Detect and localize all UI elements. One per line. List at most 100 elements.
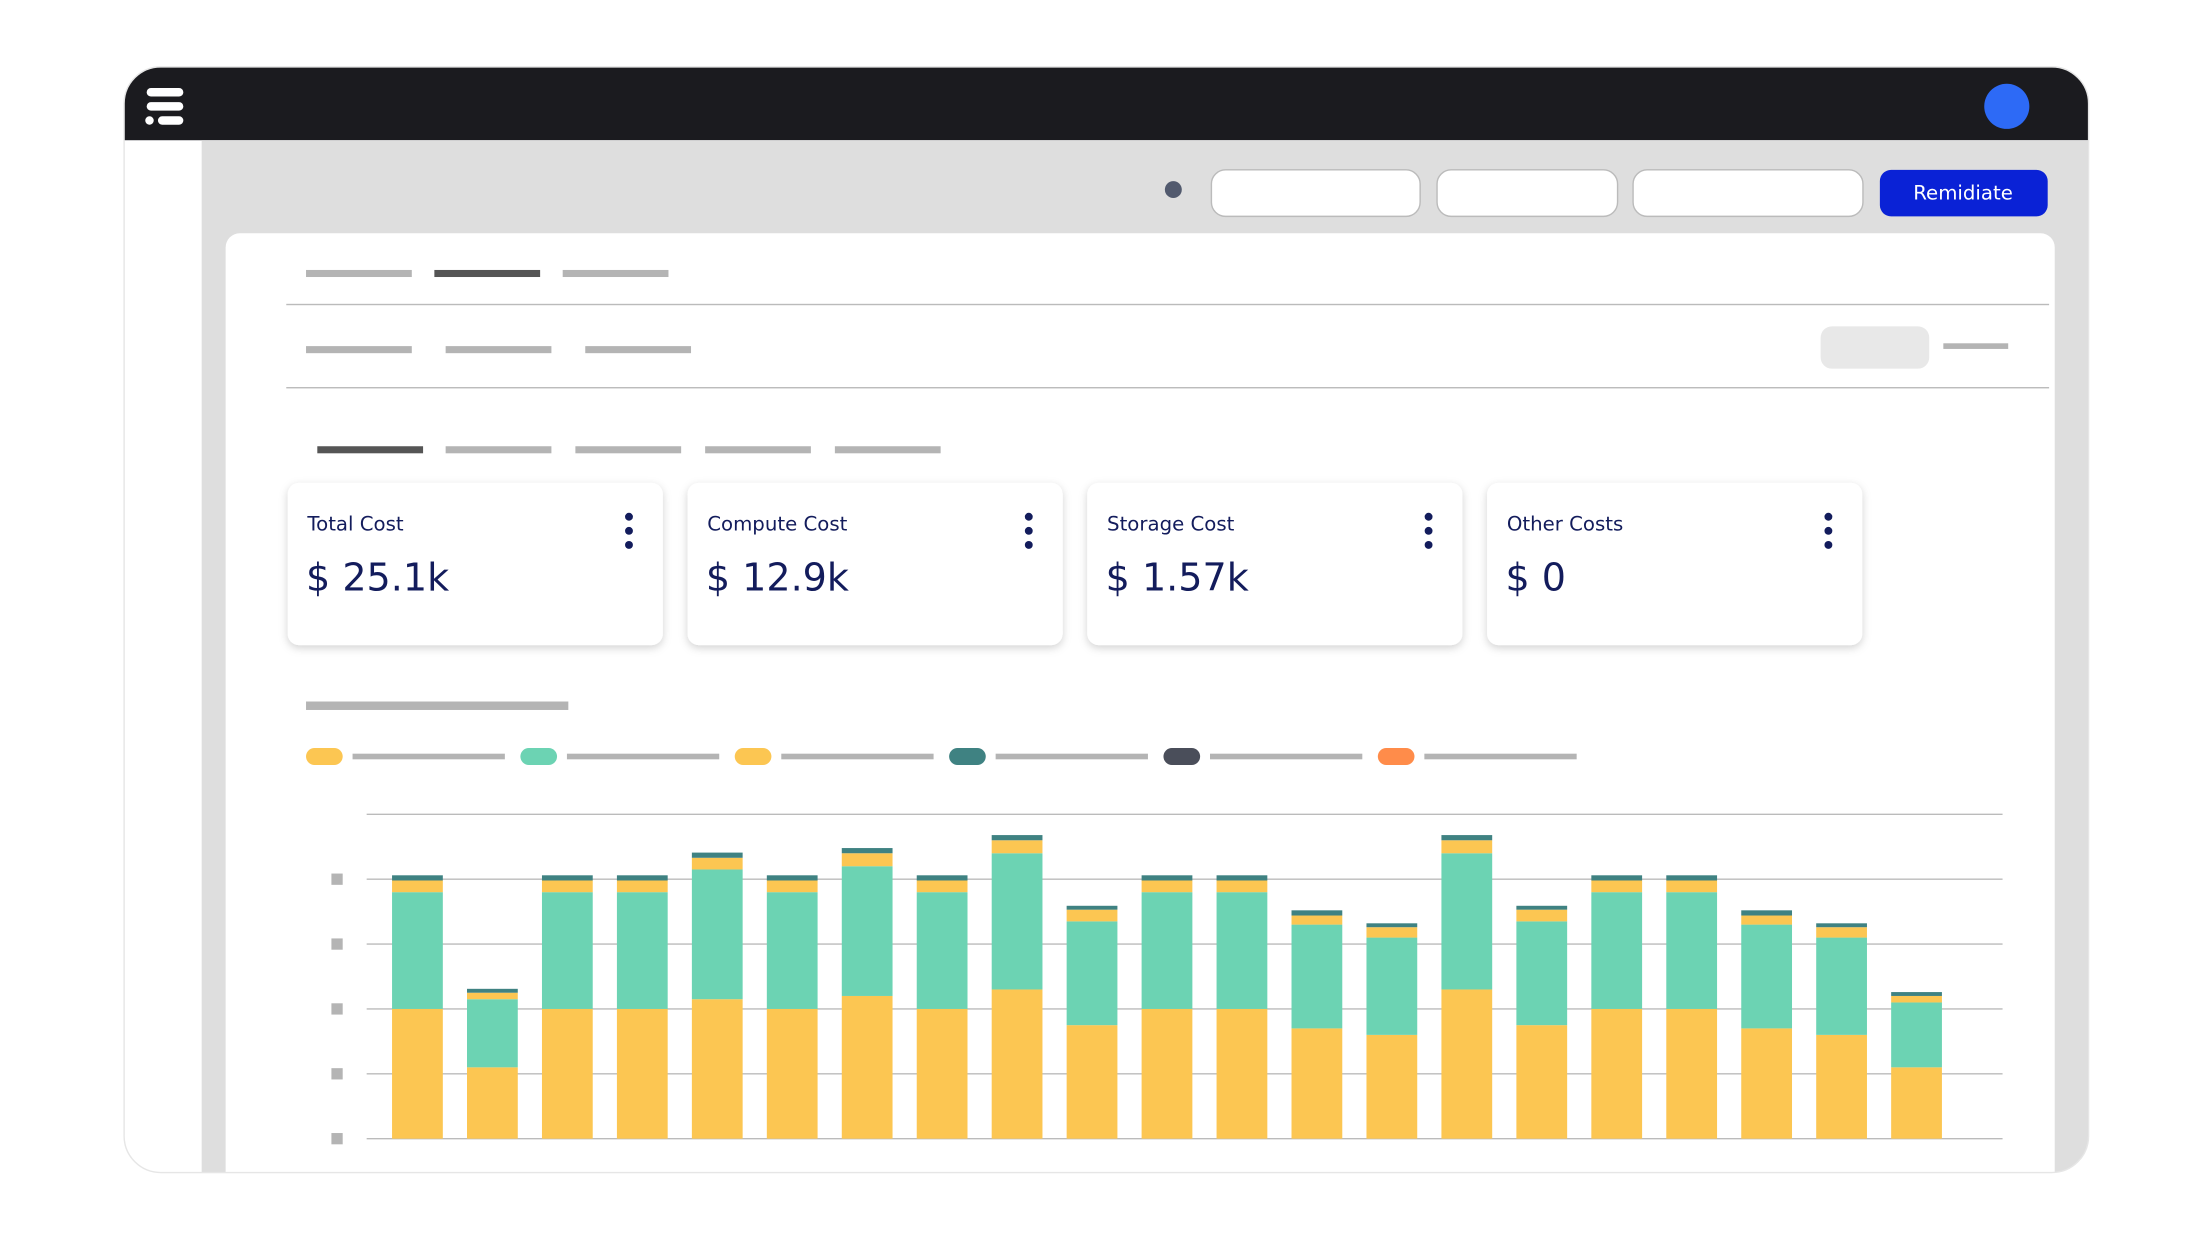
bar-segment <box>1216 1008 1268 1139</box>
bar-segment <box>1891 1067 1942 1139</box>
bar-segment <box>916 892 968 1009</box>
bar-segment <box>541 875 593 881</box>
bar-segment <box>991 840 1043 854</box>
bar-segment <box>1516 1025 1568 1139</box>
bar-segment <box>541 1008 593 1139</box>
bar-segment <box>766 1008 818 1139</box>
bar-segment <box>1441 840 1493 854</box>
bar-segment <box>1891 995 1942 1003</box>
bar-segment <box>1591 880 1643 893</box>
bar-segment <box>1216 875 1268 881</box>
bar-segment <box>1366 927 1418 938</box>
bar-segment <box>541 880 593 893</box>
bar-segment <box>1291 924 1343 1029</box>
bar-segment <box>916 1008 968 1139</box>
card-value: $ 0 <box>1505 556 1566 600</box>
bar-segment <box>616 875 668 881</box>
card-title: Compute Cost <box>707 513 847 536</box>
y-tick-placeholder <box>331 1003 343 1015</box>
bar-segment <box>991 989 1043 1139</box>
bar-segment <box>1891 1002 1942 1068</box>
y-tick-placeholder <box>331 1133 343 1145</box>
avatar[interactable] <box>1984 83 2030 129</box>
bar-segment <box>841 866 893 996</box>
placeholder-tabs <box>286 269 2050 710</box>
bar-segment <box>616 1008 668 1139</box>
menu-dot <box>1424 526 1433 535</box>
window-border <box>123 66 2090 1174</box>
filter-input[interactable] <box>1436 169 1619 218</box>
button-label[interactable]: Remidiate <box>1913 181 2013 204</box>
bar-segment <box>1441 835 1493 841</box>
bar-segment <box>1741 915 1793 925</box>
logo <box>145 88 184 125</box>
filter-input[interactable] <box>1210 169 1421 218</box>
bar-segment <box>1816 923 1867 928</box>
bar-segment <box>1666 892 1718 1009</box>
bar-segment <box>1441 989 1493 1139</box>
menu-dot <box>1024 541 1033 549</box>
menu-dot <box>1024 526 1033 535</box>
bar-segment <box>1516 909 1568 922</box>
bar-segment <box>916 875 968 881</box>
bar-segment <box>1516 921 1568 1026</box>
menu-dot <box>1824 541 1833 549</box>
bar-segment <box>616 880 668 893</box>
bar-segment <box>1141 1008 1193 1139</box>
menu-dot <box>1424 541 1433 549</box>
bar-segment <box>1591 1008 1643 1139</box>
bar-segment <box>766 875 818 881</box>
bar-segment <box>991 853 1043 990</box>
card-value: $ 12.9k <box>706 556 849 600</box>
y-tick-placeholder <box>331 938 343 950</box>
bar-segment <box>766 880 818 893</box>
menu-dot <box>1024 512 1033 521</box>
bar-segment <box>467 992 518 1000</box>
filter-input[interactable] <box>1632 169 1864 218</box>
status-dot <box>1164 181 1182 199</box>
bar-segment <box>691 857 743 870</box>
bar-segment <box>691 869 743 1000</box>
metric-card <box>1487 482 1863 646</box>
bar-segment <box>1216 892 1268 1009</box>
bar-segment <box>1441 853 1493 990</box>
remidiate-button[interactable] <box>1879 169 2048 217</box>
bar-segment <box>616 892 668 1009</box>
metric-card <box>687 482 1063 646</box>
menu-dot <box>1824 512 1833 521</box>
top-bar <box>124 66 2089 141</box>
menu-dot <box>625 512 633 521</box>
bar-segment <box>392 880 443 893</box>
bar-segment <box>841 995 893 1139</box>
bar-segment <box>841 853 893 867</box>
bar-segment <box>691 852 743 858</box>
bar-segment <box>467 1067 518 1139</box>
menu-dot <box>1824 526 1833 535</box>
bar-segment <box>1066 905 1118 910</box>
menu-dot <box>625 541 633 549</box>
card-value: $ 1.57k <box>1106 556 1249 600</box>
y-tick-placeholder <box>331 1068 343 1080</box>
metric-card <box>1087 482 1463 646</box>
bar-segment <box>541 892 593 1009</box>
bar-segment <box>392 1008 443 1139</box>
bar-segment <box>1141 880 1193 893</box>
bar-segment <box>1741 910 1793 916</box>
bar-segment <box>1141 875 1193 881</box>
bar-segment <box>916 880 968 893</box>
bar-segment <box>991 835 1043 841</box>
menu-dot <box>1424 512 1433 521</box>
bar-segment <box>691 999 743 1139</box>
bar-segment <box>1891 992 1942 996</box>
bar-segment <box>467 988 518 993</box>
bar-segment <box>392 875 443 881</box>
card-title: Total Cost <box>306 513 403 536</box>
bar-segment <box>1741 924 1793 1029</box>
bar-segment <box>766 892 818 1009</box>
card-title: Storage Cost <box>1107 513 1235 536</box>
bar-segment <box>467 999 518 1068</box>
bar-segment <box>1741 1028 1793 1139</box>
bar-segment <box>1816 1034 1867 1139</box>
bar-segment <box>1216 880 1268 893</box>
